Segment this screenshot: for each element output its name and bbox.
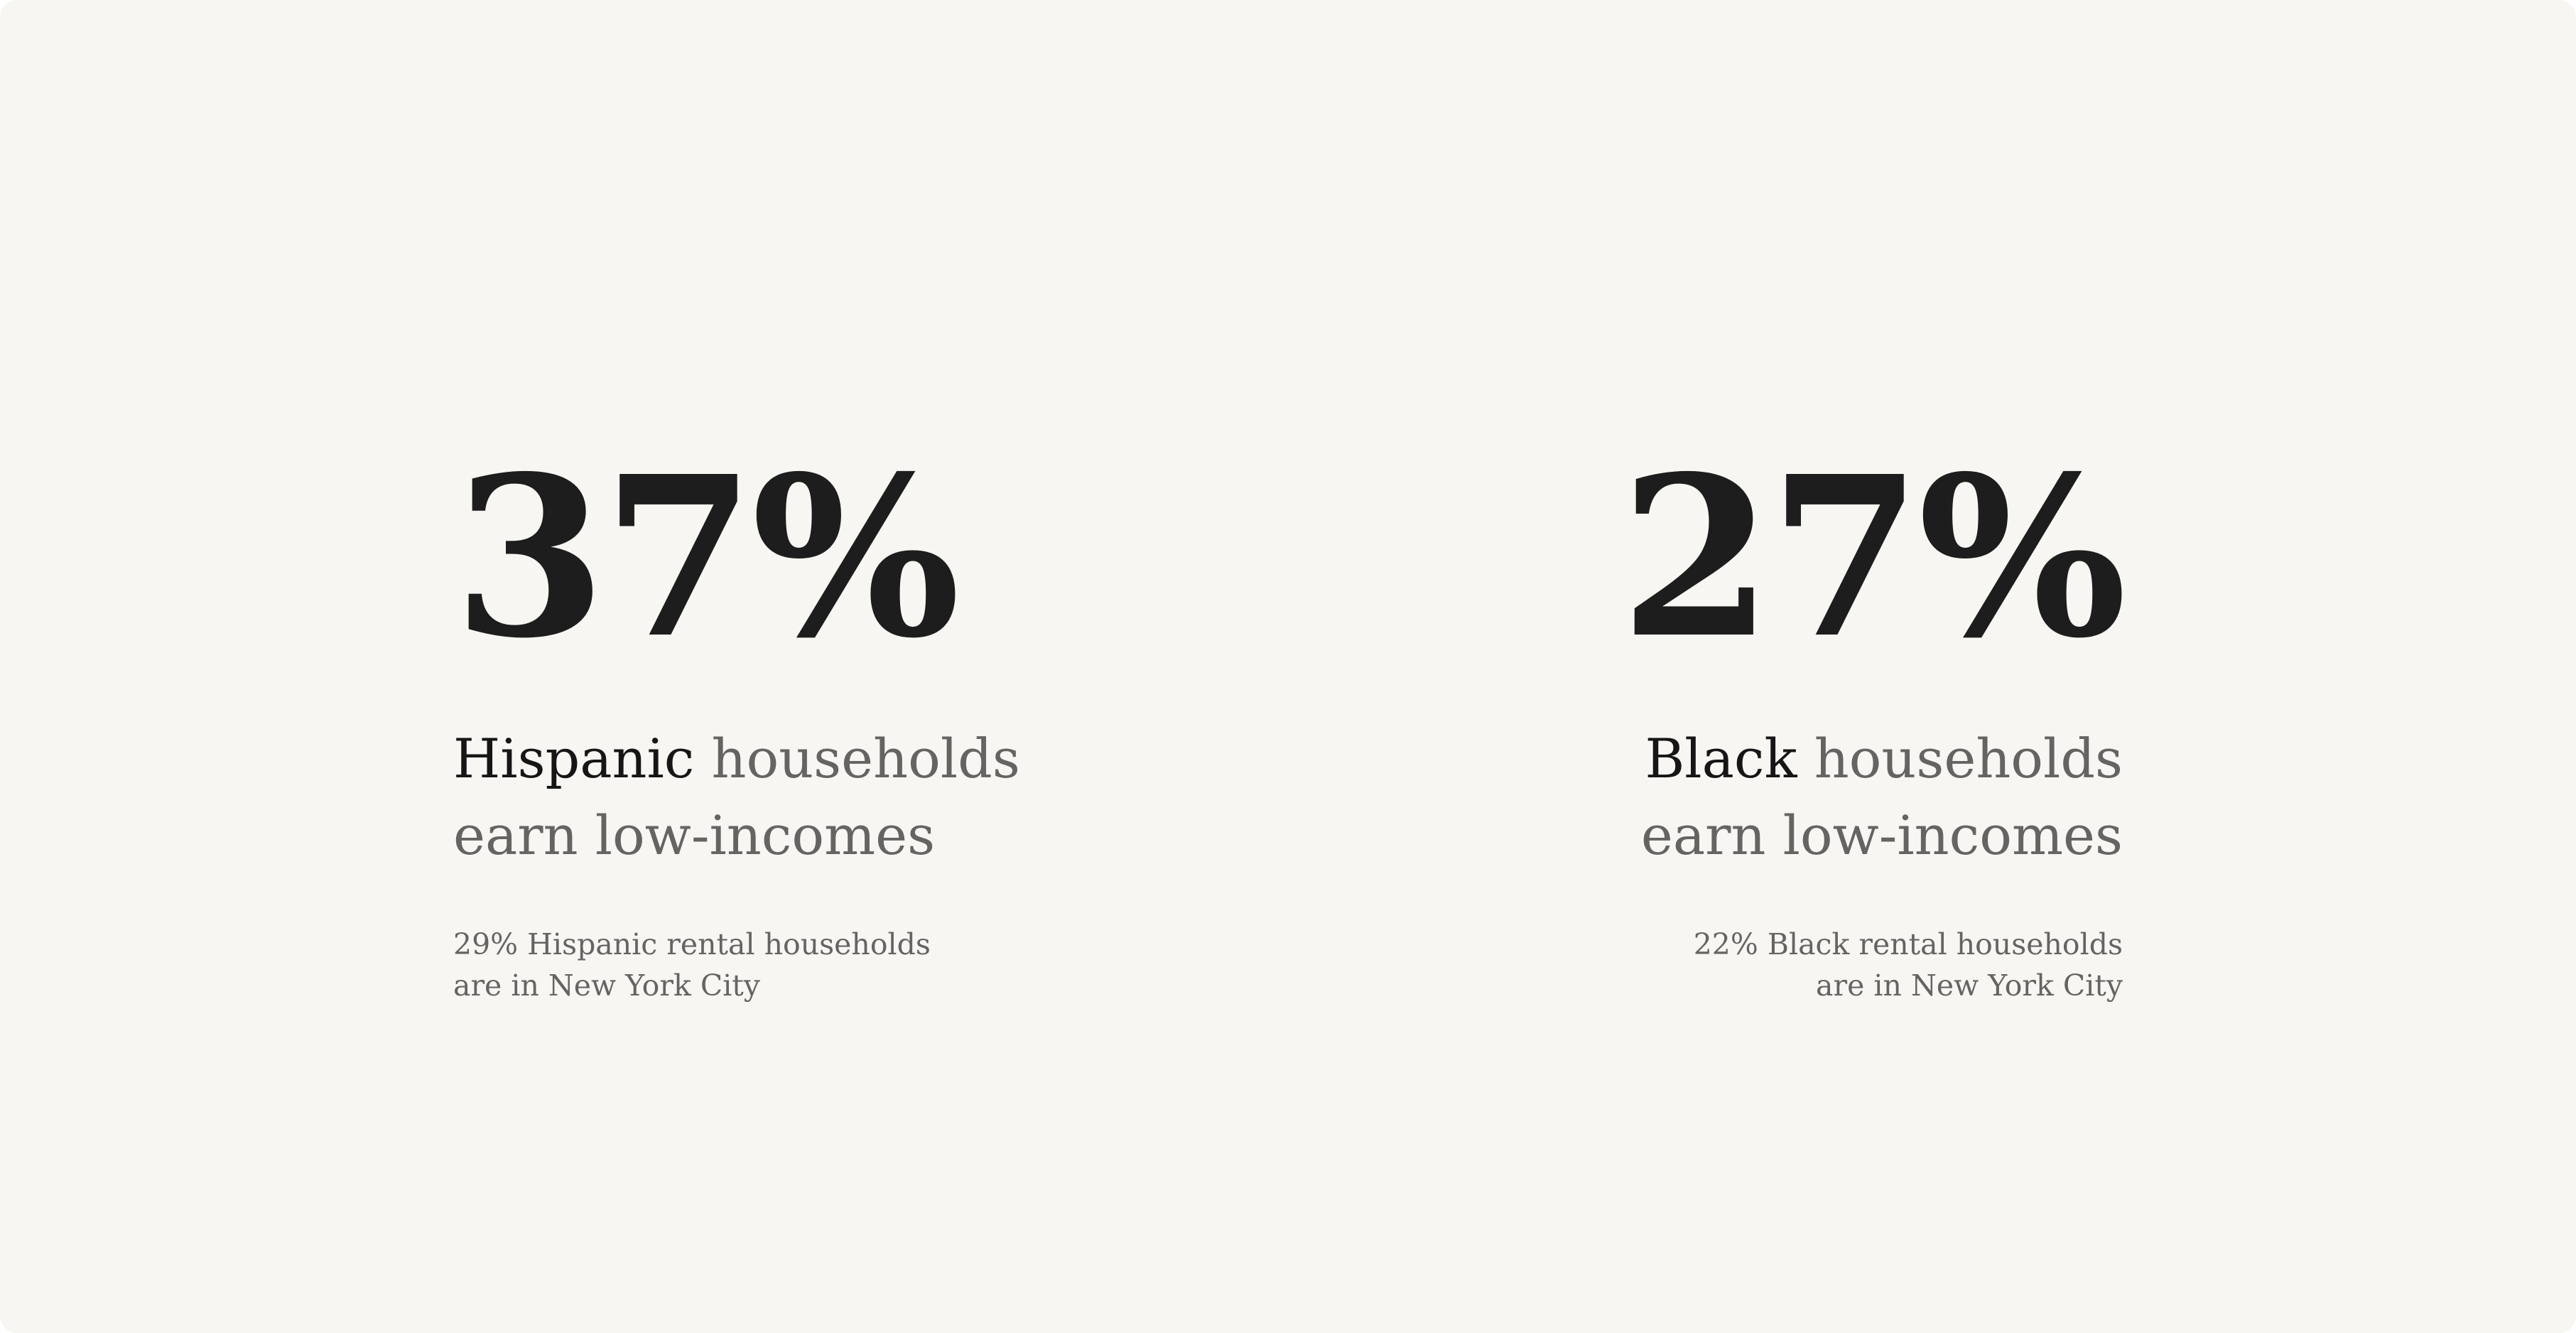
note-line-1: 29% Hispanic rental households (453, 927, 931, 961)
headline-line-2: earn low-incomes (1640, 804, 2123, 867)
headline-rest: households (1797, 727, 2123, 790)
stat-note: 29% Hispanic rental households are in Ne… (453, 924, 1020, 1006)
headline-rest: households (694, 727, 1020, 790)
stat-headline: Black households earn low-incomes (1620, 721, 2123, 874)
group-name: Hispanic (453, 727, 695, 790)
stat-black: 27% Black households earn low-incomes 22… (1620, 428, 2127, 1006)
group-name: Black (1645, 727, 1797, 790)
stat-value: 27% (1620, 428, 2127, 687)
stat-headline: Hispanic households earn low-incomes (453, 721, 1020, 874)
stat-hispanic: 37% Hispanic households earn low-incomes… (453, 448, 1020, 1006)
note-line-2: are in New York City (1816, 968, 2123, 1003)
headline-line-1: Black households (1620, 721, 2123, 797)
note-line-1: 22% Black rental households (1693, 927, 2123, 961)
headline-line-1: Hispanic households (453, 721, 1020, 797)
stat-value: 37% (453, 428, 960, 687)
stat-note: 22% Black rental households are in New Y… (1620, 924, 2123, 1006)
headline-line-2: earn low-incomes (453, 804, 936, 867)
note-line-2: are in New York City (453, 968, 760, 1003)
